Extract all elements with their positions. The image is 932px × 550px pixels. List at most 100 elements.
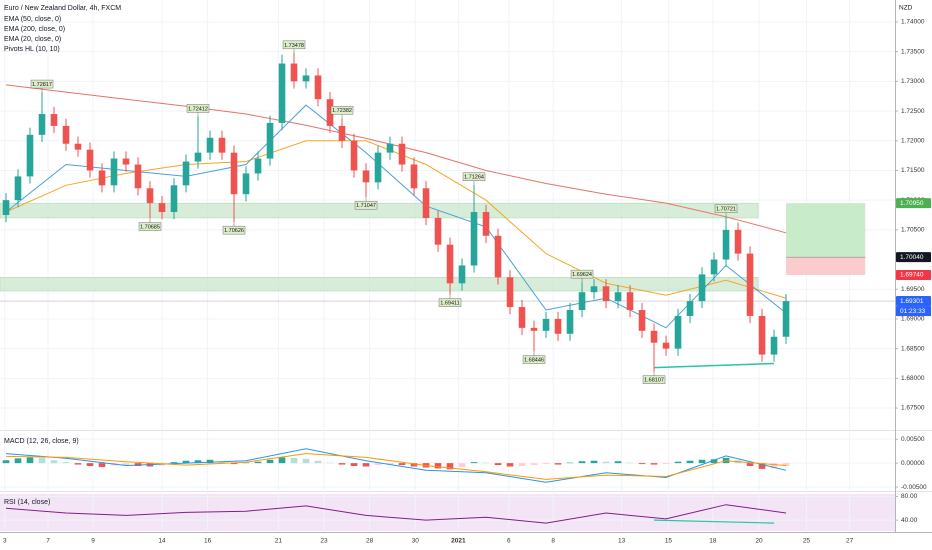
price-label-box [896, 198, 931, 209]
x-tick-label: 27 [846, 538, 854, 545]
macd-bar [506, 463, 514, 467]
candle-body [770, 336, 778, 355]
macd-bar [14, 458, 22, 464]
ema-line [5, 84, 787, 234]
macd-bar [266, 459, 274, 464]
macd-bar [242, 462, 250, 464]
candle-body [458, 265, 466, 284]
legend-entry: EMA (20, close, 0) [4, 36, 61, 43]
candle-body [686, 301, 694, 316]
price-label-box [896, 269, 931, 280]
price-label-box [896, 296, 931, 307]
y-tick-label: 1.68000 [901, 375, 925, 382]
candle-body [146, 188, 154, 204]
candle-body [410, 164, 418, 189]
price-label: 1.69740 [900, 272, 924, 279]
candle-body [122, 158, 130, 165]
candle-body [710, 259, 718, 275]
macd-bar [446, 463, 454, 470]
pivot-box [570, 269, 594, 279]
macd-bar [290, 457, 298, 464]
macd-bar [386, 463, 394, 465]
candle-body [746, 253, 754, 316]
candle-body [482, 212, 490, 236]
pivot-label: 1.72817 [32, 82, 52, 88]
macd-bar [770, 463, 778, 469]
macd-bar [530, 463, 538, 466]
x-tick-label: 23 [320, 538, 328, 545]
candle-body [14, 176, 22, 201]
candle-body [398, 143, 406, 165]
macd-bar [350, 463, 358, 467]
macd-bar [698, 459, 706, 464]
x-tick-label: 28 [366, 538, 374, 545]
macd-bar [2, 460, 10, 464]
macd-bar [38, 457, 46, 464]
macd-bar [170, 462, 178, 464]
y-tick-label: 1.70500 [901, 227, 925, 234]
candle-body [182, 161, 190, 186]
candle-body [422, 188, 430, 218]
candle-body [74, 143, 82, 150]
candle-body [434, 217, 442, 245]
candle-body [506, 277, 514, 308]
rsi-label: RSI (14, close) [4, 499, 50, 506]
candle-body [350, 140, 358, 171]
y-tick-label: 1.69000 [901, 316, 925, 323]
target-area [786, 203, 866, 258]
candle-body [602, 286, 610, 302]
macd-bar [410, 463, 418, 467]
zone [0, 277, 759, 292]
macd-bar [374, 463, 382, 466]
pivot-label: 1.69411 [440, 301, 459, 307]
y-tick-label: 1.73000 [901, 78, 925, 85]
candle-body [518, 307, 526, 328]
macd-bar [314, 460, 322, 464]
candle-body [554, 318, 562, 334]
candle-body [530, 327, 538, 331]
macd-bar [782, 463, 790, 467]
macd-bar [710, 459, 718, 464]
y-tick-label: 0.00500 [901, 436, 925, 443]
chart-title: Euro / New Zealand Dollar, 4h, FXCM [4, 5, 121, 12]
y-tick-label: 1.72000 [901, 137, 925, 144]
legend-entry: EMA (200, close, 0) [4, 26, 65, 33]
macd-bar [434, 463, 442, 469]
candle-body [98, 170, 106, 186]
candle-body [362, 170, 370, 183]
candle-body [206, 137, 214, 153]
y-tick-label: 0.00000 [901, 460, 925, 467]
pivot-box [186, 104, 210, 113]
y-tick-label: 1.71500 [901, 167, 925, 174]
stop-area [786, 257, 866, 275]
x-tick-label: 21 [275, 538, 283, 545]
candle-body [614, 292, 622, 302]
pivot-label: 1.71047 [356, 203, 376, 209]
macd-bar [674, 461, 682, 464]
candle-body [650, 330, 658, 343]
candle-body [302, 75, 310, 82]
macd-bar [650, 463, 658, 465]
candle-body [86, 149, 94, 171]
candle-body [230, 152, 238, 195]
candle-body [266, 122, 274, 159]
currency: NZD [899, 5, 913, 12]
pivot-box [30, 79, 54, 89]
pivot-box [138, 222, 162, 231]
candle-body [290, 63, 298, 82]
candle-body [446, 244, 454, 284]
candle-body [338, 125, 346, 141]
macd-bar [590, 460, 598, 464]
macd-bar [578, 461, 586, 464]
macd-bar [122, 463, 130, 466]
trendline [654, 362, 775, 369]
legend-entry: EMA (50, close, 0) [4, 16, 61, 23]
rsi-trendline [654, 519, 775, 524]
macd-bar [98, 463, 106, 467]
macd-bar [302, 458, 310, 464]
countdown-box [896, 306, 931, 317]
pivot-box [714, 204, 738, 213]
pivot-label: 1.72382 [332, 108, 352, 114]
candle-body [194, 152, 202, 162]
